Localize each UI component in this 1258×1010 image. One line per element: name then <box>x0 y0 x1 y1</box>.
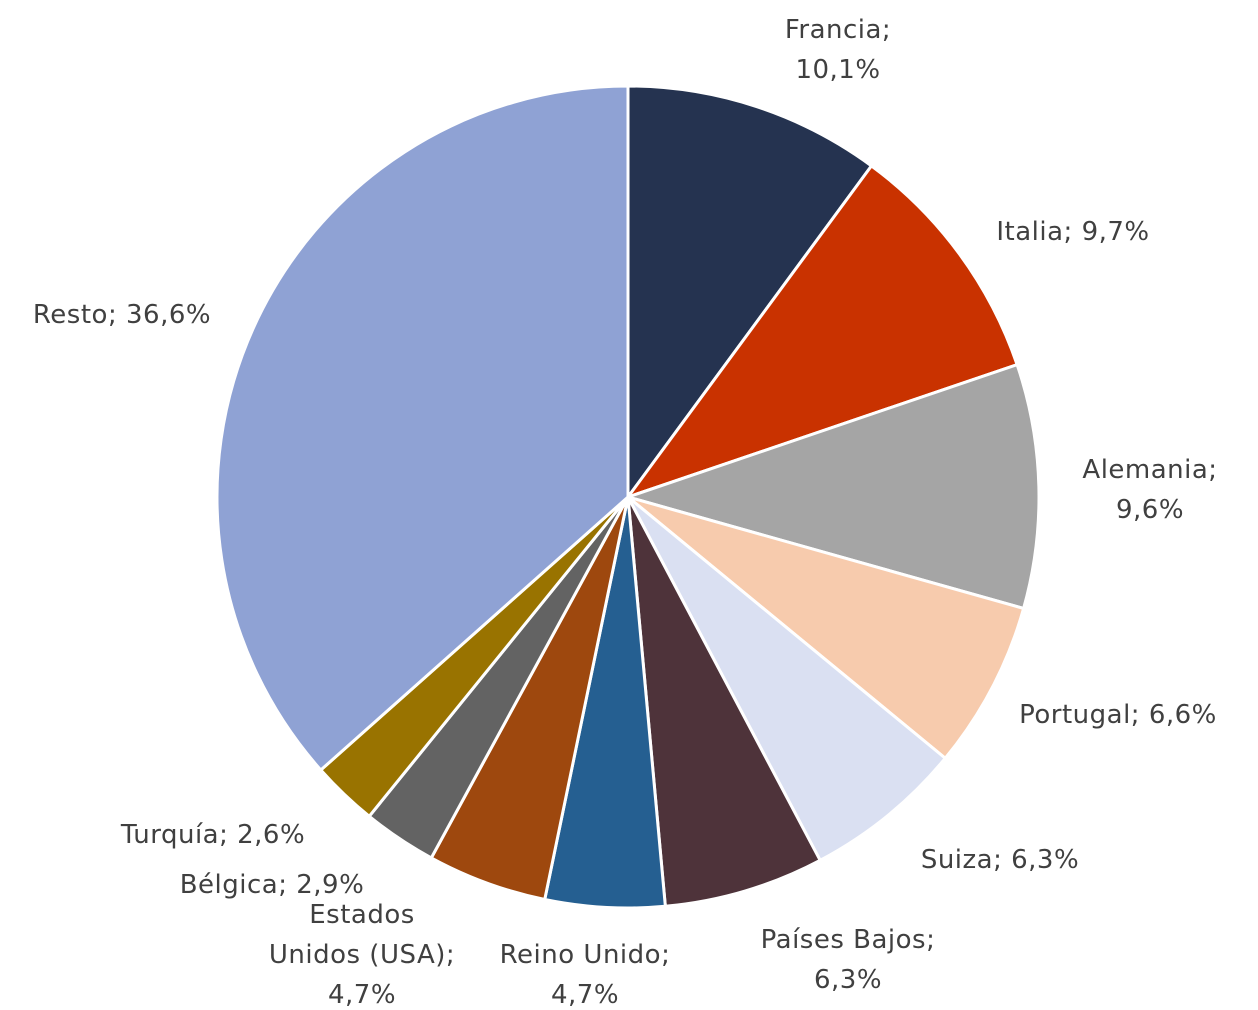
label-name: Alemania; <box>1082 455 1218 485</box>
label-name: Turquía; <box>120 820 229 850</box>
label-value: 2,6% <box>237 820 306 850</box>
label-value: 4,7% <box>550 980 620 1010</box>
pie-slice <box>626 495 822 908</box>
label-value: 6,3% <box>1011 845 1080 875</box>
label-value: 36,6% <box>125 300 212 330</box>
label-value: 4,7% <box>327 980 397 1010</box>
label-name: Italia; <box>996 217 1073 247</box>
label-name: Reino Unido; <box>499 940 671 970</box>
pie-slice <box>626 164 1019 499</box>
data-label: Turquía; 2,6% <box>93 815 333 855</box>
label-name: Estados Unidos (USA); <box>268 900 456 970</box>
label-name: Resto; <box>32 300 118 330</box>
label-name: Francia; <box>784 15 892 45</box>
data-label: Reino Unido; 4,7% <box>475 935 695 1010</box>
data-label: Países Bajos; 6,3% <box>743 920 953 1000</box>
label-name: Portugal; <box>1019 700 1141 730</box>
label-name: Suiza; <box>920 845 1003 875</box>
pie-slice <box>626 495 947 862</box>
label-value: 9,7% <box>1081 217 1150 247</box>
data-label: Suiza; 6,3% <box>900 840 1100 880</box>
pie-slice <box>626 363 1041 610</box>
pie-slice <box>626 84 873 499</box>
label-value: 9,6% <box>1115 495 1185 525</box>
label-value: 6,3% <box>813 965 883 995</box>
data-label: Estados Unidos (USA); 4,7% <box>267 895 457 1010</box>
data-label: Portugal; 6,6% <box>993 695 1243 735</box>
label-value: 10,1% <box>795 55 881 85</box>
data-label: Resto; 36,6% <box>2 295 242 335</box>
pie-slice <box>626 495 1026 760</box>
data-label: Francia; 10,1% <box>758 10 918 90</box>
label-value: 2,9% <box>296 870 365 900</box>
data-label: Bélgica; 2,9% <box>142 865 402 905</box>
label-name: Países Bajos; <box>760 925 936 955</box>
pie-slice <box>215 84 630 772</box>
data-label: Alemania; 9,6% <box>1065 450 1235 530</box>
data-label: Italia; 9,7% <box>958 212 1188 252</box>
label-value: 6,6% <box>1148 700 1217 730</box>
label-name: Bélgica; <box>179 870 288 900</box>
